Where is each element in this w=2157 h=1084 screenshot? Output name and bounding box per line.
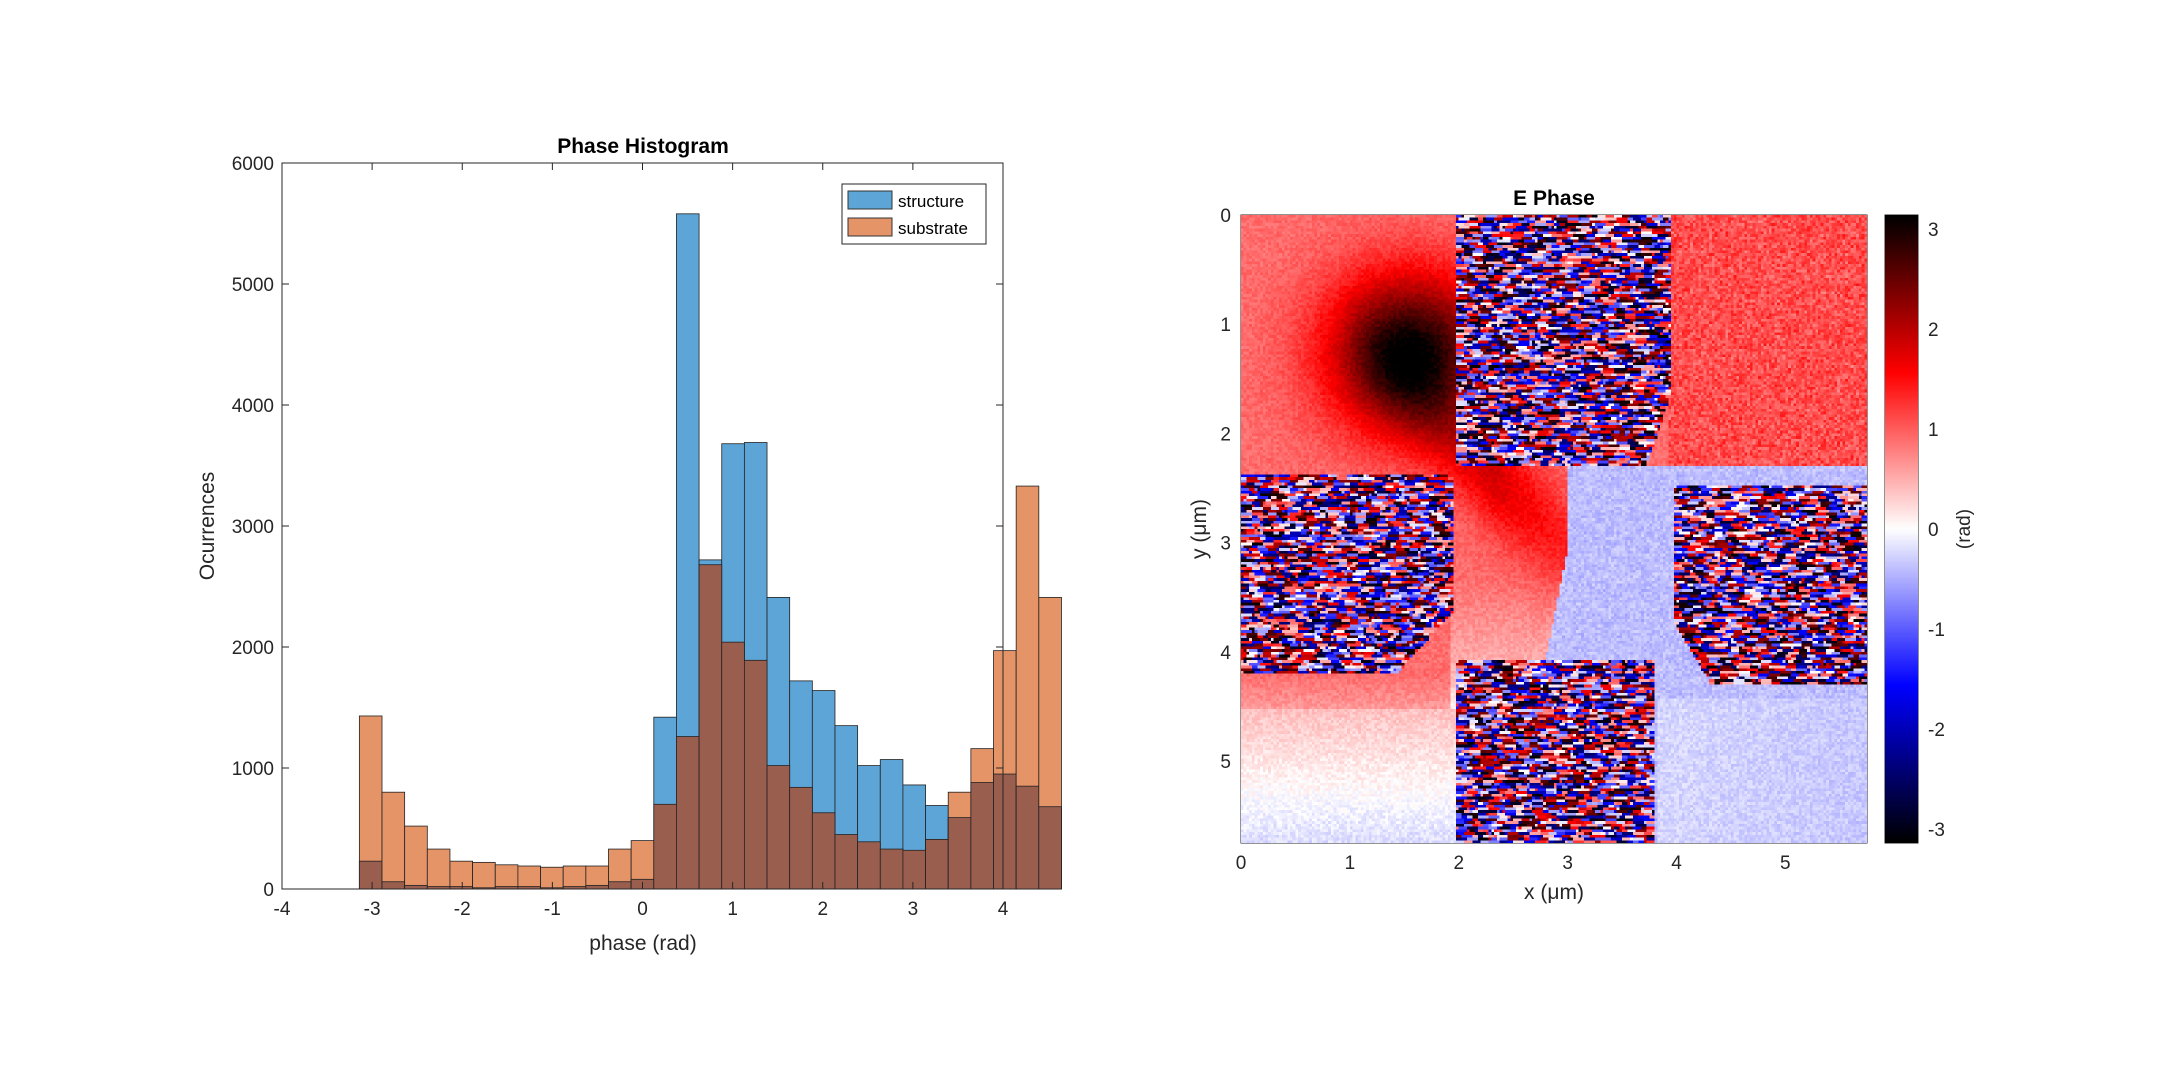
colorbar-label: (rad) <box>1954 509 1975 549</box>
bar-substrate <box>698 564 723 890</box>
legend-swatch-structure <box>847 190 893 210</box>
bar-substrate <box>925 838 949 890</box>
map-x-tick-label: 0 <box>1236 853 1247 874</box>
histogram-title: Phase Histogram <box>557 135 729 158</box>
bar-substrate <box>676 736 700 890</box>
histogram-legend: structure substrate <box>841 183 987 245</box>
x-tick-label: -3 <box>364 899 381 920</box>
colorbar-tick-label: -2 <box>1928 720 1945 741</box>
map-x-tick-label: 5 <box>1780 853 1791 874</box>
map-y-tick-label: 3 <box>1220 534 1231 555</box>
map-y-tick-label: 0 <box>1220 206 1231 227</box>
bar-substrate <box>766 765 791 890</box>
map-y-tick-label: 1 <box>1220 315 1231 336</box>
y-tick-label: 1000 <box>232 759 274 780</box>
colorbar-gradient <box>1885 215 1918 843</box>
x-tick-label: 4 <box>998 899 1009 920</box>
x-tick-label: -1 <box>544 899 561 920</box>
colorbar-ticks: 3 2 1 0 -1 -2 -3 <box>1912 220 1945 841</box>
bar-substrate <box>902 849 926 890</box>
legend-swatch-substrate <box>847 217 893 237</box>
bar-substrate <box>449 860 474 890</box>
phase-map-x-label: x (μm) <box>1524 881 1584 904</box>
bar-overlap <box>381 881 406 890</box>
histogram-bars <box>358 213 1062 890</box>
bar-substrate <box>472 861 496 890</box>
phase-map-y-label: y (μm) <box>1188 499 1211 559</box>
bar-substrate <box>426 848 451 890</box>
bar-substrate <box>381 791 406 890</box>
histogram-y-label: Ocurrences <box>196 472 219 581</box>
bar-substrate <box>653 803 677 890</box>
colorbar-tick-label: 0 <box>1928 520 1939 541</box>
bar-substrate <box>789 786 813 890</box>
map-y-tick-label: 4 <box>1220 643 1231 664</box>
bar-overlap <box>358 860 383 890</box>
bar-substrate <box>721 641 745 890</box>
bar-substrate <box>879 848 904 890</box>
histogram-chart: Phase Histogram -4 -3 -2 -1 0 1 2 3 4 0 1000 2000 3… <box>196 135 1062 955</box>
bar-substrate <box>540 866 564 890</box>
bar-overlap <box>993 773 1017 890</box>
phase-map-title: E Phase <box>1513 187 1595 210</box>
y-tick-label: 5000 <box>232 275 274 296</box>
colorbar-tick-label: 1 <box>1928 420 1939 441</box>
x-tick-label: 0 <box>637 899 648 920</box>
map-x-tick-label: 4 <box>1671 853 1682 874</box>
x-tick-label: -2 <box>454 899 471 920</box>
bar-substrate <box>857 841 881 890</box>
colorbar-tick-label: -1 <box>1928 620 1945 641</box>
bar-substrate <box>834 834 859 890</box>
y-tick-label: 6000 <box>232 154 274 175</box>
bar-overlap <box>1038 806 1062 890</box>
map-x-tick-label: 1 <box>1345 853 1356 874</box>
x-tick-label: 3 <box>908 899 919 920</box>
colorbar-tick-label: 2 <box>1928 320 1939 341</box>
bar-substrate <box>517 865 541 890</box>
x-tick-label: 1 <box>727 899 738 920</box>
bar-substrate <box>494 864 519 890</box>
bar-substrate <box>404 825 428 890</box>
bar-overlap <box>585 884 609 890</box>
y-tick-label: 3000 <box>232 517 274 538</box>
bar-substrate <box>562 865 587 890</box>
colorbar-tick-label: -3 <box>1928 820 1945 841</box>
x-tick-label: 2 <box>817 899 828 920</box>
histogram-x-ticks: -4 -3 -2 -1 0 1 2 3 4 <box>274 163 1009 920</box>
bar-substrate <box>743 659 768 890</box>
map-y-tick-label: 2 <box>1220 424 1231 445</box>
bar-overlap <box>608 881 632 890</box>
histogram-y-ticks: 0 1000 2000 3000 4000 5000 6000 <box>232 154 1003 901</box>
x-tick-label: -4 <box>274 899 291 920</box>
histogram-x-label: phase (rad) <box>589 932 696 955</box>
bar-overlap <box>947 817 972 890</box>
map-x-tick-label: 3 <box>1562 853 1573 874</box>
phase-map-image <box>1241 215 1867 843</box>
y-tick-label: 4000 <box>232 396 274 417</box>
y-tick-label: 2000 <box>232 638 274 659</box>
bar-overlap <box>970 782 994 890</box>
colorbar-tick-label: 3 <box>1928 220 1939 241</box>
map-y-tick-label: 5 <box>1220 752 1231 773</box>
bar-overlap <box>1015 785 1040 890</box>
bar-overlap <box>404 884 428 890</box>
legend-label-substrate: substrate <box>898 219 968 238</box>
legend-label-structure: structure <box>898 192 964 211</box>
map-x-tick-label: 2 <box>1453 853 1464 874</box>
bar-substrate <box>811 812 836 890</box>
y-tick-label: 0 <box>263 880 274 901</box>
